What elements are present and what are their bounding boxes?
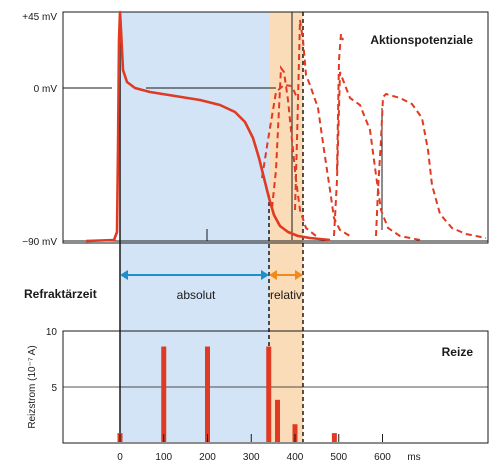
x-tick-label-0: 0 (117, 452, 123, 463)
y-tick-10: 10 (46, 327, 58, 338)
x-tick-label-300: 300 (243, 452, 260, 463)
absolute-arrow-right-head (261, 270, 269, 280)
bottom-y-axis-label: Reizstrom (10⁻⁷ A) (27, 345, 38, 428)
absolute-refractory-region (120, 12, 269, 442)
absolute-arrow-left-head (120, 270, 128, 280)
bottom-panel-title: Reize (442, 345, 474, 359)
absolute-label: absolut (177, 288, 216, 302)
stimulus-bar-3 (266, 346, 272, 442)
dashed-ap-4 (333, 71, 421, 241)
action-potential-main (85, 10, 331, 243)
stimulus-bar-4 (275, 399, 280, 442)
y-label-bottom: −90 mV (22, 237, 57, 248)
relative-arrow-left-head (269, 270, 277, 280)
x-axis: 0 100 200 300 400 500 600 (117, 434, 391, 463)
stimulus-bar-2 (205, 346, 210, 442)
refractory-label: Refraktärzeit (24, 287, 97, 301)
x-tick-label-200: 200 (199, 452, 216, 463)
y-tick-5: 5 (51, 383, 57, 394)
x-tick-label-600: 600 (374, 452, 391, 463)
top-panel-title: Aktionspotenziale (370, 33, 473, 47)
stimulus-bar-1 (161, 346, 167, 442)
relative-arrow-right-head (295, 270, 303, 280)
dashed-ap-2 (261, 83, 298, 179)
y-label-zero: 0 mV (34, 84, 58, 95)
dashed-ap-1 (271, 65, 317, 237)
dashed-action-potentials (261, 19, 487, 241)
dashed-ap-6 (375, 92, 487, 239)
x-tick-label-500: 500 (330, 452, 347, 463)
x-tick-label-400: 400 (287, 452, 304, 463)
x-unit-label: ms (407, 452, 420, 463)
dashed-ap-3 (294, 19, 351, 237)
dashed-ap-5 (336, 33, 344, 171)
relative-refractory-region (269, 12, 303, 442)
stimulus-bar-5 (292, 424, 298, 442)
relative-label: relativ (270, 288, 302, 302)
top-panel-frame (62, 11, 489, 244)
x-tick-label-100: 100 (155, 452, 172, 463)
stimulus-bar-6 (331, 433, 337, 442)
y-label-top: +45 mV (22, 12, 57, 23)
